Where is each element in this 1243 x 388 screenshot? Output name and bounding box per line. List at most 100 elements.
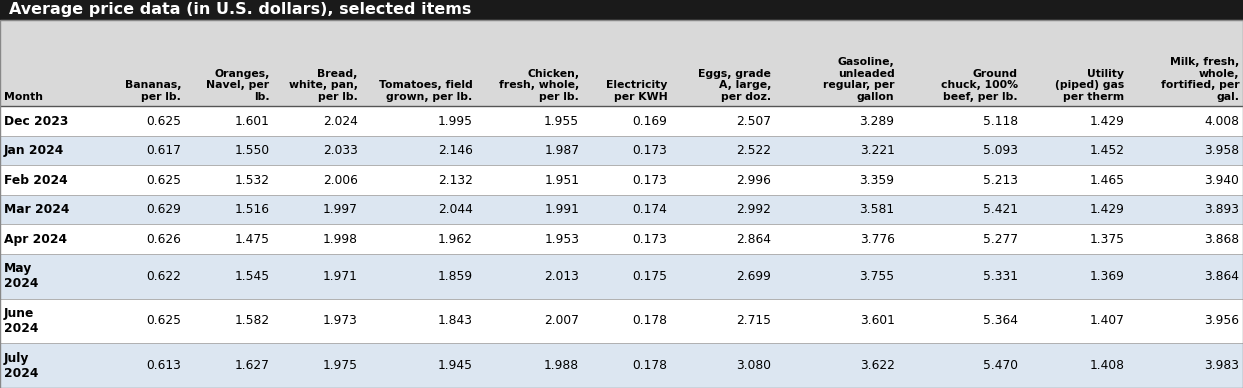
Text: 2.715: 2.715 — [736, 314, 771, 327]
Text: Apr 2024: Apr 2024 — [4, 233, 67, 246]
FancyBboxPatch shape — [0, 254, 1243, 299]
Text: 2.699: 2.699 — [736, 270, 771, 283]
Text: 1.975: 1.975 — [323, 359, 358, 372]
Text: 1.375: 1.375 — [1089, 233, 1125, 246]
Text: June
2024: June 2024 — [4, 307, 39, 335]
Text: 3.958: 3.958 — [1204, 144, 1239, 157]
Text: 1.859: 1.859 — [438, 270, 472, 283]
Text: 0.622: 0.622 — [147, 270, 181, 283]
Text: 5.213: 5.213 — [983, 174, 1018, 187]
Text: July
2024: July 2024 — [4, 352, 39, 379]
Text: 4.008: 4.008 — [1204, 114, 1239, 128]
Text: Electricity
per KWH: Electricity per KWH — [607, 80, 667, 102]
Text: 1.627: 1.627 — [235, 359, 270, 372]
Text: 1.988: 1.988 — [544, 359, 579, 372]
Text: Tomatoes, field
grown, per lb.: Tomatoes, field grown, per lb. — [379, 80, 472, 102]
FancyBboxPatch shape — [0, 165, 1243, 195]
Text: Ground
chuck, 100%
beef, per lb.: Ground chuck, 100% beef, per lb. — [941, 69, 1018, 102]
Text: 3.983: 3.983 — [1204, 359, 1239, 372]
Text: 1.991: 1.991 — [544, 203, 579, 216]
FancyBboxPatch shape — [0, 299, 1243, 343]
Text: 1.951: 1.951 — [544, 174, 579, 187]
Text: 2.996: 2.996 — [736, 174, 771, 187]
Text: 1.973: 1.973 — [323, 314, 358, 327]
Text: 3.893: 3.893 — [1204, 203, 1239, 216]
Text: 3.581: 3.581 — [859, 203, 895, 216]
Text: 2.024: 2.024 — [323, 114, 358, 128]
Text: Dec 2023: Dec 2023 — [4, 114, 68, 128]
Text: 2.522: 2.522 — [736, 144, 771, 157]
Text: 3.289: 3.289 — [860, 114, 895, 128]
Text: 1.532: 1.532 — [235, 174, 270, 187]
Text: Month: Month — [4, 92, 42, 102]
Text: 5.470: 5.470 — [983, 359, 1018, 372]
Text: 2.864: 2.864 — [736, 233, 771, 246]
FancyBboxPatch shape — [0, 20, 1243, 106]
Text: 5.277: 5.277 — [983, 233, 1018, 246]
Text: 1.995: 1.995 — [438, 114, 472, 128]
Text: 3.868: 3.868 — [1204, 233, 1239, 246]
Text: 1.601: 1.601 — [235, 114, 270, 128]
Text: Chicken,
fresh, whole,
per lb.: Chicken, fresh, whole, per lb. — [498, 69, 579, 102]
Text: Eggs, grade
A, large,
per doz.: Eggs, grade A, large, per doz. — [699, 69, 771, 102]
Text: 0.626: 0.626 — [147, 233, 181, 246]
Text: 1.998: 1.998 — [323, 233, 358, 246]
FancyBboxPatch shape — [0, 343, 1243, 388]
Text: 2.007: 2.007 — [544, 314, 579, 327]
Text: 0.625: 0.625 — [147, 174, 181, 187]
Text: 2.006: 2.006 — [323, 174, 358, 187]
Text: 1.953: 1.953 — [544, 233, 579, 246]
Text: 5.421: 5.421 — [983, 203, 1018, 216]
Text: 3.956: 3.956 — [1204, 314, 1239, 327]
Text: 5.118: 5.118 — [983, 114, 1018, 128]
Text: Bananas,
per lb.: Bananas, per lb. — [124, 80, 181, 102]
FancyBboxPatch shape — [0, 195, 1243, 224]
Text: 0.173: 0.173 — [633, 233, 667, 246]
Text: 2.044: 2.044 — [438, 203, 472, 216]
Text: 1.987: 1.987 — [544, 144, 579, 157]
Text: 1.429: 1.429 — [1089, 114, 1125, 128]
Text: 1.408: 1.408 — [1089, 359, 1125, 372]
Text: 3.080: 3.080 — [736, 359, 771, 372]
Text: 1.997: 1.997 — [323, 203, 358, 216]
Text: 0.173: 0.173 — [633, 144, 667, 157]
Text: 0.175: 0.175 — [633, 270, 667, 283]
Text: 2.033: 2.033 — [323, 144, 358, 157]
Text: 1.516: 1.516 — [235, 203, 270, 216]
Text: 1.971: 1.971 — [323, 270, 358, 283]
Text: 1.475: 1.475 — [235, 233, 270, 246]
Text: 5.364: 5.364 — [983, 314, 1018, 327]
Text: 1.369: 1.369 — [1089, 270, 1125, 283]
Text: 1.452: 1.452 — [1089, 144, 1125, 157]
Text: 3.940: 3.940 — [1204, 174, 1239, 187]
Text: Jan 2024: Jan 2024 — [4, 144, 63, 157]
Text: 2.992: 2.992 — [736, 203, 771, 216]
Text: 0.625: 0.625 — [147, 114, 181, 128]
Text: 1.962: 1.962 — [438, 233, 472, 246]
Text: 2.146: 2.146 — [438, 144, 472, 157]
Text: 2.132: 2.132 — [438, 174, 472, 187]
Text: 1.945: 1.945 — [438, 359, 472, 372]
Text: 0.174: 0.174 — [633, 203, 667, 216]
Text: Utility
(piped) gas
per therm: Utility (piped) gas per therm — [1055, 69, 1125, 102]
Text: May
2024: May 2024 — [4, 262, 39, 290]
Text: 0.617: 0.617 — [147, 144, 181, 157]
FancyBboxPatch shape — [0, 0, 1243, 20]
Text: 0.629: 0.629 — [147, 203, 181, 216]
Text: Oranges,
Navel, per
lb.: Oranges, Navel, per lb. — [206, 69, 270, 102]
Text: 3.864: 3.864 — [1204, 270, 1239, 283]
Text: 1.429: 1.429 — [1089, 203, 1125, 216]
Text: 0.625: 0.625 — [147, 314, 181, 327]
Text: 1.582: 1.582 — [235, 314, 270, 327]
Text: 1.843: 1.843 — [438, 314, 472, 327]
Text: 0.178: 0.178 — [633, 314, 667, 327]
Text: 1.545: 1.545 — [235, 270, 270, 283]
FancyBboxPatch shape — [0, 106, 1243, 136]
FancyBboxPatch shape — [0, 224, 1243, 254]
Text: 0.169: 0.169 — [633, 114, 667, 128]
Text: Bread,
white, pan,
per lb.: Bread, white, pan, per lb. — [288, 69, 358, 102]
Text: Gasoline,
unleaded
regular, per
gallon: Gasoline, unleaded regular, per gallon — [823, 57, 895, 102]
Text: 0.613: 0.613 — [147, 359, 181, 372]
Text: 3.601: 3.601 — [860, 314, 895, 327]
Text: 1.407: 1.407 — [1089, 314, 1125, 327]
